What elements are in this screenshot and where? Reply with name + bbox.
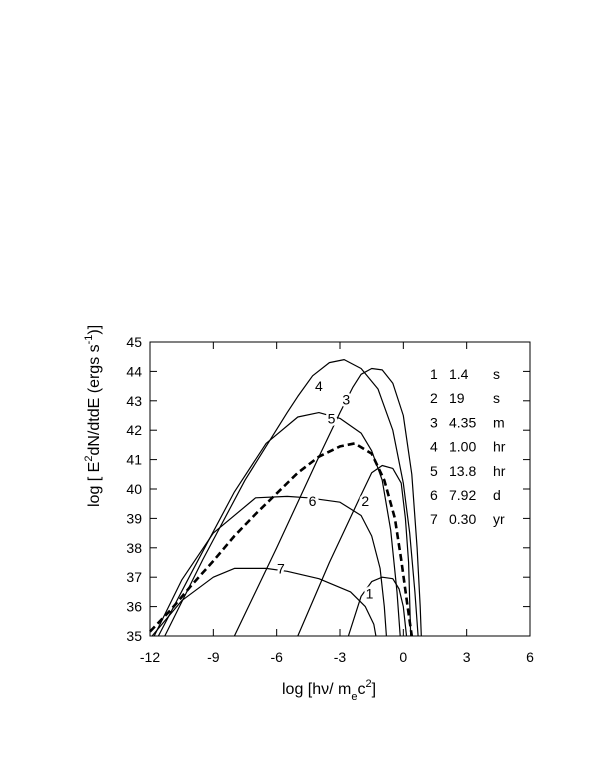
spectrum-curves bbox=[149, 359, 422, 637]
curve-labels: 1 2 3 45 6 7 bbox=[274, 376, 376, 604]
x-tick-label: 3 bbox=[463, 649, 471, 665]
curve-label-2: 2 bbox=[361, 493, 369, 509]
y-tick-label: 36 bbox=[126, 599, 142, 615]
x-axis-label-main: log [hν/ m bbox=[282, 681, 351, 698]
legend-number: 5 bbox=[430, 463, 438, 479]
y-axis-label-sup2: -1 bbox=[83, 335, 95, 345]
curve-1 bbox=[347, 576, 408, 637]
legend: 1 1.4 s 2 19 s 3 4.35 m 4 1.00 hr 5 13.8 hr 6 7.92 d 7 0.30… bbox=[430, 366, 506, 527]
curve-label-4: 4 bbox=[315, 378, 323, 394]
legend-number: 2 bbox=[430, 390, 438, 406]
legend-value: 19 bbox=[449, 390, 465, 406]
x-tick-label: -9 bbox=[207, 649, 220, 665]
x-tick-label: -3 bbox=[334, 649, 347, 665]
legend-number: 6 bbox=[430, 487, 438, 503]
x-tick-label: -6 bbox=[270, 649, 283, 665]
curve-5 bbox=[157, 412, 401, 637]
curve-2 bbox=[297, 464, 412, 637]
x-axis-label-close: ] bbox=[372, 681, 376, 698]
y-tick-label: 40 bbox=[126, 481, 142, 497]
y-tick-label: 41 bbox=[126, 452, 142, 468]
y-tick-label: 37 bbox=[126, 569, 142, 585]
x-axis-label-tail: c bbox=[357, 681, 365, 698]
legend-value: 0.30 bbox=[449, 511, 476, 527]
y-tick-label: 38 bbox=[126, 540, 142, 556]
y-axis-label-mid: dN/dtdE (ergs s bbox=[86, 344, 103, 455]
y-axis-label-main: log [ E bbox=[86, 462, 103, 507]
legend-unit: hr bbox=[493, 439, 506, 455]
y-tick-label: 42 bbox=[126, 422, 142, 438]
curve-label-3: 3 bbox=[342, 391, 350, 407]
y-axis-label-close: )] bbox=[86, 325, 103, 335]
curve-7 bbox=[151, 567, 377, 637]
legend-number: 7 bbox=[430, 511, 438, 527]
y-axis-label-sup: 2 bbox=[83, 456, 95, 462]
legend-unit: yr bbox=[493, 511, 505, 527]
y-axis-label: log [ E2dN/dtdE (ergs s-1)] bbox=[83, 325, 103, 507]
y-tick-label: 43 bbox=[126, 393, 142, 409]
legend-unit: m bbox=[493, 414, 505, 430]
y-tick-label: 39 bbox=[126, 510, 142, 526]
curve-4 bbox=[164, 359, 419, 637]
y-tick-label: 35 bbox=[126, 628, 142, 644]
legend-unit: d bbox=[493, 487, 501, 503]
legend-value: 7.92 bbox=[449, 487, 476, 503]
legend-value: 1.00 bbox=[449, 439, 476, 455]
x-tick-label: 6 bbox=[526, 649, 534, 665]
legend-value: 1.4 bbox=[449, 366, 469, 382]
curve-3 bbox=[233, 367, 422, 637]
legend-number: 1 bbox=[430, 366, 438, 382]
legend-value: 4.35 bbox=[449, 414, 476, 430]
x-axis-label-sub: e bbox=[351, 691, 357, 703]
legend-unit: s bbox=[493, 366, 500, 382]
x-axis-label-sup: 2 bbox=[365, 678, 371, 690]
curve-label-6: 6 bbox=[309, 493, 317, 509]
y-tick-label: 45 bbox=[126, 334, 142, 350]
y-tick-label: 44 bbox=[126, 363, 142, 379]
x-axis-label: log [hν/ mec2] bbox=[282, 678, 376, 703]
curve-dashed bbox=[149, 442, 414, 637]
curve-6 bbox=[153, 495, 387, 637]
legend-unit: s bbox=[493, 390, 500, 406]
curve-label-1: 1 bbox=[366, 585, 374, 601]
x-tick-label: 0 bbox=[399, 649, 407, 665]
legend-value: 13.8 bbox=[449, 463, 476, 479]
x-axis: -12 -9 -6 -3 0 3 6 bbox=[140, 342, 534, 665]
x-tick-label: -12 bbox=[140, 649, 160, 665]
legend-number: 4 bbox=[430, 439, 438, 455]
legend-unit: hr bbox=[493, 463, 506, 479]
curve-label-5: 5 bbox=[328, 410, 336, 426]
curve-label-7: 7 bbox=[277, 560, 285, 576]
legend-number: 3 bbox=[430, 414, 438, 430]
